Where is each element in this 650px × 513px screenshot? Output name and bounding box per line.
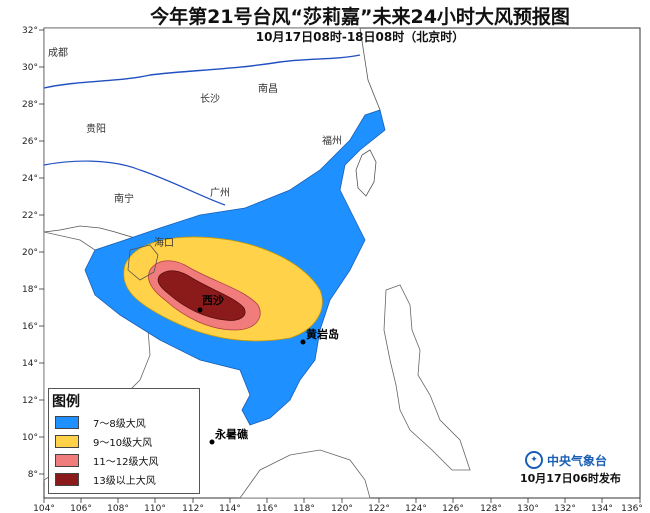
legend-item: 13级以上大风 [55, 470, 199, 489]
lon-label: 134° [591, 504, 613, 513]
legend-label: 9～10级大风 [93, 438, 153, 449]
lon-label: 116° [256, 504, 278, 513]
lat-labels: 32° 30° 28° 26° 24° 22° 20° 18° 16° 14° … [22, 26, 38, 480]
map-title: 今年第21号台风“莎莉嘉”未来24小时大风预报图 [150, 6, 570, 28]
lon-label: 128° [480, 504, 502, 513]
lat-label: 32° [22, 26, 38, 36]
legend-swatch [55, 416, 79, 429]
issue-time: 10月17日06时发布 [520, 472, 621, 485]
lat-label: 22° [22, 211, 38, 221]
lat-label: 12° [22, 396, 38, 406]
lon-label: 112° [182, 504, 204, 513]
lon-label: 108° [107, 504, 129, 513]
lat-label: 18° [22, 285, 38, 295]
place-huangyan: 黄岩岛 [306, 327, 339, 341]
place-guangzhou: 广州 [210, 187, 230, 199]
place-changsha: 长沙 [200, 93, 220, 105]
legend-label: 7～8级大风 [93, 419, 146, 430]
place-nanchang: 南昌 [258, 82, 278, 95]
legend-item: 7～8级大风 [55, 413, 199, 432]
legend-label: 13级以上大风 [93, 476, 156, 487]
place-guiyang: 贵阳 [86, 122, 106, 135]
huangyan-marker [300, 339, 306, 345]
lon-label: 110° [144, 504, 166, 513]
taiwan-land [355, 149, 377, 197]
legend-item: 11～12级大风 [55, 451, 199, 470]
lat-label: 16° [22, 322, 38, 332]
lat-label: 24° [22, 174, 38, 184]
issuer-name: 中央气象台 [547, 453, 608, 468]
lon-label: 118° [293, 504, 315, 513]
lon-label: 120° [331, 504, 353, 513]
lon-label: 130° [517, 504, 539, 513]
yongshu-marker [209, 439, 215, 445]
legend-swatch [55, 435, 79, 448]
legend-item: 9～10级大风 [55, 432, 199, 451]
place-haikou: 海口 [154, 236, 174, 249]
axis-ticks [39, 29, 641, 503]
lon-labels: 104° 106° 108° 110° 112° 114° 116° 118° … [33, 504, 643, 513]
lon-label: 132° [554, 504, 576, 513]
lon-label: 136° [621, 504, 643, 513]
lat-label: 26° [22, 137, 38, 147]
legend-swatch [55, 473, 79, 486]
lon-label: 114° [219, 504, 241, 513]
pearl-river [43, 160, 226, 206]
lat-label: 20° [22, 248, 38, 258]
lon-label: 124° [405, 504, 427, 513]
legend-title: 图例 [52, 394, 80, 410]
lat-label: 28° [22, 100, 38, 110]
xisha-marker [197, 307, 203, 313]
place-chengdu: 成都 [48, 47, 68, 59]
map-subtitle: 10月17日08时-18日08时（北京时） [255, 30, 465, 44]
philippines-land [383, 284, 471, 471]
lon-label: 104° [33, 504, 55, 513]
place-xisha: 西沙 [202, 294, 224, 307]
place-yongshu: 永暑礁 [214, 427, 249, 441]
lon-label: 122° [368, 504, 390, 513]
place-nanning: 南宁 [114, 192, 134, 205]
lon-label: 126° [442, 504, 464, 513]
lat-label: 30° [22, 63, 38, 73]
wind-zone-13-plus [157, 270, 246, 321]
legend: 图例 7～8级大风 9～10级大风 11～12级大风 13级以上大风 [48, 388, 200, 494]
yangtze-river [43, 54, 361, 89]
borneo-land [239, 449, 371, 499]
lat-label: 14° [22, 359, 38, 369]
lat-label: 10° [22, 433, 38, 443]
place-fuzhou: 福州 [322, 134, 342, 147]
lat-label: 8° [28, 470, 38, 480]
lon-label: 106° [70, 504, 92, 513]
hainan-land [127, 244, 159, 281]
globe-icon: ✦ [525, 451, 543, 469]
issuer-logo: ✦ 中央气象台 [525, 451, 607, 469]
legend-label: 11～12级大风 [93, 457, 159, 468]
legend-swatch [55, 454, 79, 467]
